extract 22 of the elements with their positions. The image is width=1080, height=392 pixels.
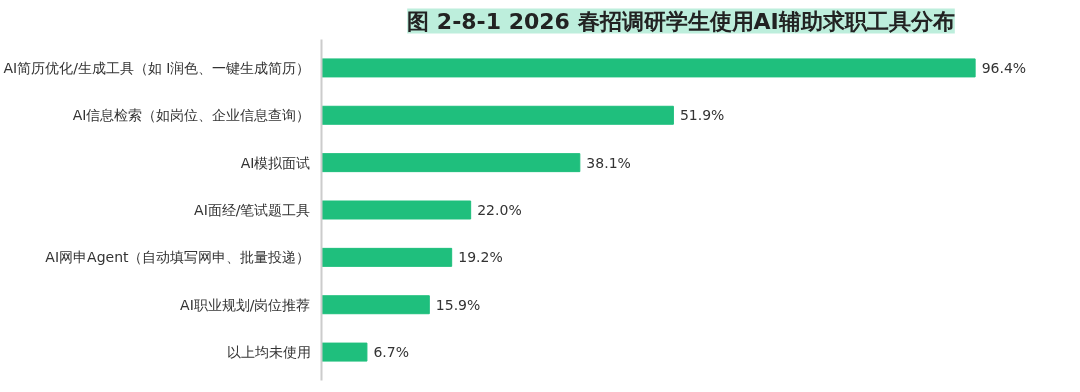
data-label: 19.2% bbox=[458, 249, 503, 266]
data-label: 38.1% bbox=[586, 154, 631, 171]
y-tick-label: AI面经/笔试题工具 bbox=[194, 202, 311, 218]
y-tick-label: AI模拟面试 bbox=[240, 154, 311, 171]
data-label: 51.9% bbox=[679, 107, 725, 124]
bar bbox=[321, 200, 472, 220]
data-label: 15.9% bbox=[435, 296, 481, 313]
bar bbox=[321, 342, 368, 362]
y-tick-label: AI简历优化/生成工具（如 I润色、一键生成简历） bbox=[3, 59, 311, 76]
y-tick-label: AI职业规划/岗位推荐 bbox=[180, 296, 311, 313]
bar bbox=[321, 153, 581, 173]
data-label: 22.0% bbox=[477, 202, 522, 218]
y-tick-label: AI网申Agent（自动填写网申、批量投递） bbox=[45, 249, 311, 266]
data-label: 96.4% bbox=[981, 59, 1027, 76]
chart-title: 图 2-8-1 2026 春招调研学生使用AI辅助求职工具分布 bbox=[407, 8, 955, 34]
bar bbox=[321, 105, 674, 125]
bar bbox=[321, 247, 453, 267]
data-label: 6.7% bbox=[373, 344, 410, 361]
bar bbox=[321, 58, 976, 78]
y-tick-label: AI信息检索（如岗位、企业信息查询） bbox=[72, 107, 311, 124]
y-tick-label: 以上均未使用 bbox=[226, 344, 311, 361]
bar bbox=[321, 295, 430, 315]
